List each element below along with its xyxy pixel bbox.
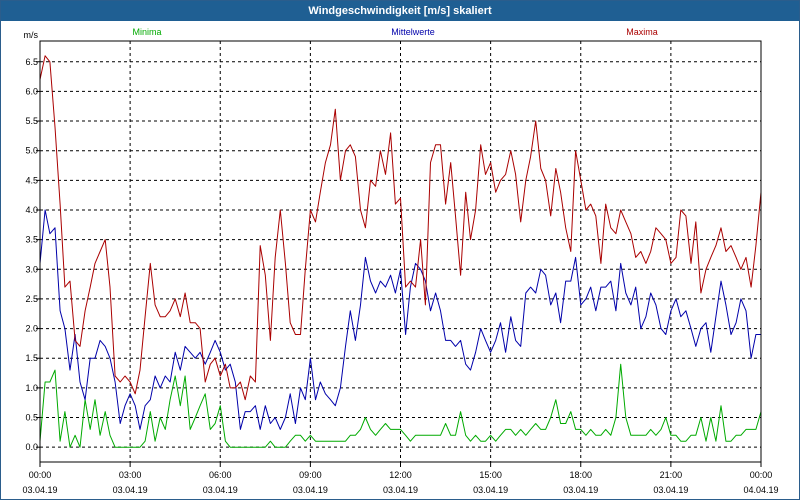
y-tick-label: 5.5 xyxy=(25,116,38,126)
y-tick-label: 6.0 xyxy=(25,86,38,96)
x-tick-date-label: 03.04.19 xyxy=(653,485,688,495)
y-axis-label: m/s xyxy=(24,30,39,40)
y-tick-label: 1.5 xyxy=(25,353,38,363)
x-tick-date-label: 03.04.19 xyxy=(563,485,598,495)
y-tick-label: 1.0 xyxy=(25,383,38,393)
y-tick-label: 6.5 xyxy=(25,57,38,67)
x-tick-time-label: 18:00 xyxy=(569,470,592,480)
y-tick-label: 4.5 xyxy=(25,175,38,185)
y-tick-label: 4.0 xyxy=(25,205,38,215)
legend-label-minima: Minima xyxy=(132,27,161,37)
wind-speed-chart: 0.0 0.5 1.0 1.5 2.0 2.5 3.0 3.5 4.0 4.5 5.0 5.5 6.0 6… xyxy=(22,27,779,495)
series-line-maxima xyxy=(39,55,762,401)
x-tick-time-label: 06:00 xyxy=(209,470,232,480)
x-tick-date-label: 03.04.19 xyxy=(113,485,148,495)
y-tick-label: 0.5 xyxy=(25,413,38,423)
x-tick-date-label: 03.04.19 xyxy=(203,485,238,495)
y-tick-label: 2.5 xyxy=(25,294,38,304)
x-tick-date-label: 03.04.19 xyxy=(473,485,508,495)
legend: Minima Mittelwerte Maxima xyxy=(132,27,657,37)
window-title: Windgeschwindigkeit [m/s] skaliert xyxy=(1,1,799,21)
legend-label-maxima: Maxima xyxy=(626,27,658,37)
x-tick-date-label: 03.04.19 xyxy=(383,485,418,495)
x-axis: 00:00 03.04.19 03:00 03.04.19 06:00 03.04.19 0… xyxy=(22,462,779,495)
series-line-mittelwerte xyxy=(39,209,761,430)
x-tick-time-label: 00:00 xyxy=(29,470,52,480)
y-tick-label: 0.0 xyxy=(25,442,38,452)
y-tick-label: 3.5 xyxy=(25,235,38,245)
series-line-minima xyxy=(39,363,762,448)
x-tick-time-label: 21:00 xyxy=(660,470,683,480)
y-tick-label: 2.0 xyxy=(25,324,38,334)
x-tick-date-label: 04.04.19 xyxy=(743,485,778,495)
x-tick-date-label: 03.04.19 xyxy=(22,485,57,495)
y-axis: 0.0 0.5 1.0 1.5 2.0 2.5 3.0 3.5 4.0 4.5 5.0 5.5 6.0 6… xyxy=(24,30,40,452)
x-tick-date-label: 03.04.19 xyxy=(293,485,328,495)
series-layer xyxy=(39,55,762,448)
x-tick-time-label: 09:00 xyxy=(299,470,322,480)
y-tick-label: 5.0 xyxy=(25,146,38,156)
x-tick-time-label: 00:00 xyxy=(750,470,773,480)
x-tick-time-label: 03:00 xyxy=(119,470,142,480)
x-tick-time-label: 12:00 xyxy=(389,470,412,480)
legend-label-mittelwerte: Mittelwerte xyxy=(391,27,435,37)
y-tick-label: 3.0 xyxy=(25,264,38,274)
x-tick-time-label: 15:00 xyxy=(479,470,502,480)
grid xyxy=(40,41,761,462)
